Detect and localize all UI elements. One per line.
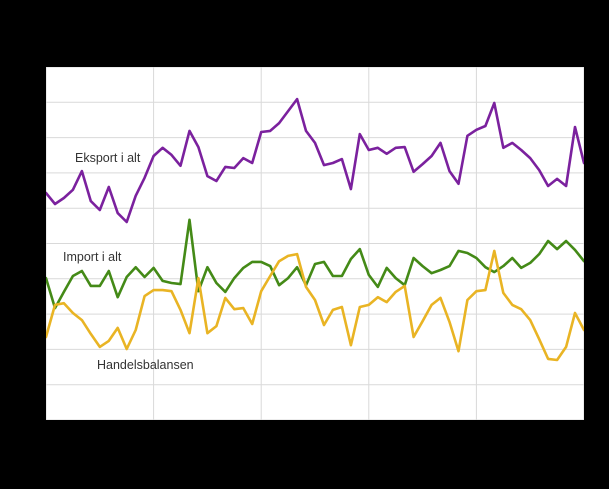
- series-label-handelsbalansen: Handelsbalansen: [97, 358, 194, 372]
- line-handelsbalansen: [46, 249, 584, 362]
- plot-area: Eksport i alt Import i alt Handelsbalans…: [46, 67, 584, 420]
- chart-canvas: [46, 67, 584, 420]
- line-import-i-alt: [46, 218, 584, 310]
- series-label-eksport: Eksport i alt: [75, 151, 141, 165]
- line-eksport-i-alt: [46, 97, 584, 224]
- series-label-import: Import i alt: [63, 250, 122, 264]
